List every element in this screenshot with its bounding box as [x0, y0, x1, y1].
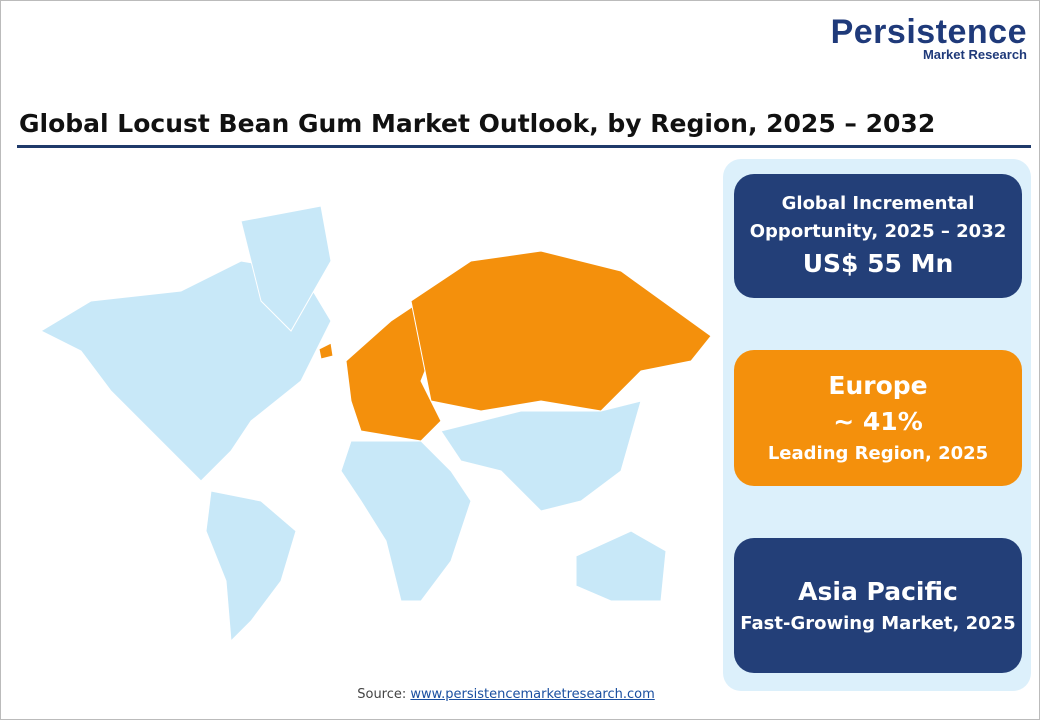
russia	[410, 250, 712, 412]
card-label: Fast-Growing Market, 2025	[740, 612, 1016, 634]
source: Source: www.persistencemarketresearch.co…	[1, 687, 1011, 702]
logo-tagline: Market Research	[922, 47, 1027, 62]
leading-region-card: Europe ~ 41% Leading Region, 2025	[734, 350, 1022, 486]
logo-name: Persistence	[830, 13, 1027, 51]
opportunity-card: Global Incremental Opportunity, 2025 – 2…	[734, 174, 1022, 298]
card-region: Europe	[828, 371, 928, 400]
title: Global Locust Bean Gum Market Outlook, b…	[19, 109, 936, 138]
source-label: Source:	[357, 687, 407, 702]
source-link[interactable]: www.persistencemarketresearch.com	[410, 687, 655, 702]
card-region: Asia Pacific	[798, 576, 958, 606]
asia	[440, 400, 642, 512]
card-label: Leading Region, 2025	[767, 443, 989, 464]
fast-growing-card: Asia Pacific Fast-Growing Market, 2025	[734, 538, 1022, 673]
uk	[318, 342, 334, 360]
card-value: ~ 41%	[833, 407, 923, 436]
north-america	[39, 260, 332, 482]
south-america	[205, 490, 297, 643]
world-map	[39, 205, 712, 643]
africa	[340, 440, 472, 602]
card-label: Global Incremental Opportunity, 2025 – 2…	[749, 193, 1007, 242]
australia	[575, 530, 667, 602]
card-value: US$ 55 Mn	[802, 249, 954, 278]
greenland	[240, 205, 332, 332]
title-rule	[17, 145, 1031, 148]
